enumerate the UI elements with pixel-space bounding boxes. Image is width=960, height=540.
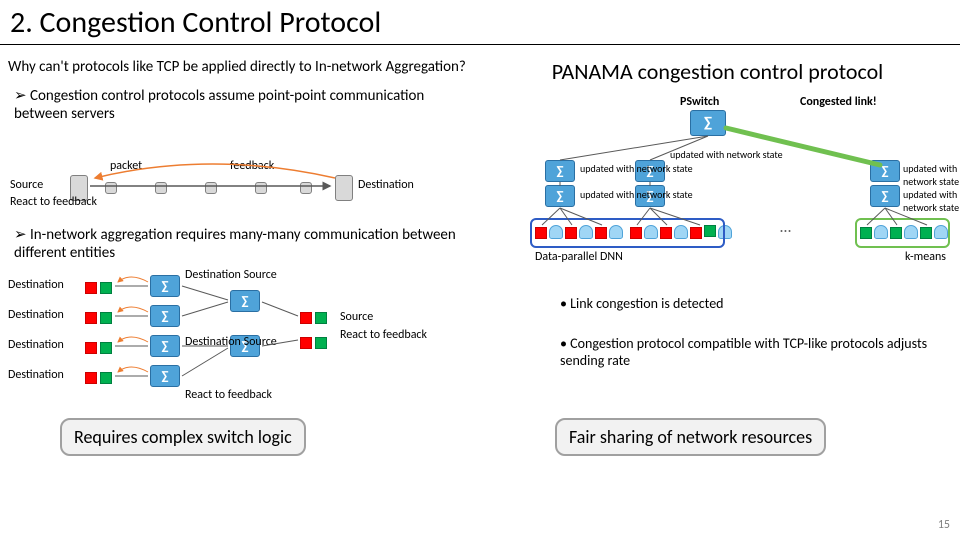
green-r2 bbox=[315, 335, 327, 354]
left-column: Why can't protocols like TCP be applied … bbox=[8, 58, 470, 127]
bullet-2: In-network aggregation requires many-man… bbox=[14, 225, 463, 262]
svg-text:…: … bbox=[780, 218, 791, 237]
updated-3: updated with network state bbox=[903, 162, 960, 188]
right-bullet-2: Congestion protocol compatible with TCP-… bbox=[560, 335, 950, 369]
pswitch-top: ∑ bbox=[690, 110, 726, 136]
switch-l1: ∑ bbox=[150, 275, 180, 297]
packet-dot-3 bbox=[205, 180, 217, 199]
switch-l2: ∑ bbox=[150, 305, 180, 327]
red-2 bbox=[85, 310, 97, 329]
red-4 bbox=[85, 370, 97, 389]
page-number: 15 bbox=[938, 518, 950, 532]
kmeans-grouping bbox=[855, 218, 950, 248]
switch-l4: ∑ bbox=[150, 365, 180, 387]
bullet-2-wrap: In-network aggregation requires many-man… bbox=[8, 225, 463, 266]
left-question: Why can't protocols like TCP be applied … bbox=[8, 58, 470, 76]
slide-title: 2. Congestion Control Protocol bbox=[10, 4, 381, 41]
dest-label-r1: Destination bbox=[8, 278, 64, 292]
source-label-right: Source bbox=[340, 310, 373, 324]
updated-2: updated with network state bbox=[580, 188, 693, 201]
react-label-1: React to feedback bbox=[10, 195, 97, 209]
source-label: Source bbox=[10, 178, 43, 192]
packet-label: packet bbox=[110, 155, 142, 174]
switch-m1: ∑ bbox=[230, 290, 260, 312]
dest-label-r4: Destination bbox=[8, 368, 64, 382]
left-summary-box: Requires complex switch logic bbox=[60, 418, 306, 456]
switch-t2-3: ∑ bbox=[870, 160, 900, 182]
red-r1 bbox=[300, 310, 312, 329]
dest-node bbox=[335, 175, 353, 206]
congested-label: Congested link! bbox=[800, 95, 877, 109]
pswitch-label: PSwitch bbox=[680, 95, 719, 109]
react-label-2: React to feedback bbox=[340, 328, 427, 342]
dest-label-r3: Destination bbox=[8, 338, 64, 352]
destination-label-main: Destination bbox=[358, 178, 414, 192]
green-r1 bbox=[315, 310, 327, 329]
packet-dot-5 bbox=[300, 180, 312, 199]
switch-t2-1: ∑ bbox=[545, 160, 575, 182]
right-bullet-1: Link congestion is detected bbox=[560, 295, 940, 312]
green-2 bbox=[100, 310, 112, 329]
packet-dot-4 bbox=[255, 180, 267, 199]
right-summary: Fair sharing of network resources bbox=[555, 418, 826, 456]
red-3 bbox=[85, 340, 97, 359]
green-4 bbox=[100, 370, 112, 389]
packet-dot-1 bbox=[105, 180, 117, 199]
updated-1: updated with network state bbox=[580, 162, 693, 175]
react-label-3: React to feedback bbox=[185, 388, 272, 402]
left-summary: Requires complex switch logic bbox=[60, 418, 306, 456]
green-1 bbox=[100, 280, 112, 299]
dest-src-overlay-2: Destination Source bbox=[185, 335, 277, 349]
bullet-1: Congestion control protocols assume poin… bbox=[14, 86, 470, 123]
dest-src-overlay-1: Destination Source bbox=[185, 268, 277, 282]
right-title: PANAMA congestion control protocol bbox=[480, 58, 955, 85]
updated-top: updated with network state bbox=[670, 148, 783, 161]
switch-l3: ∑ bbox=[150, 335, 180, 357]
green-3 bbox=[100, 340, 112, 359]
title-underline bbox=[0, 44, 960, 45]
red-1 bbox=[85, 280, 97, 299]
packet-dot-2 bbox=[155, 180, 167, 199]
switch-t3-1: ∑ bbox=[545, 185, 575, 207]
kmeans-label: k-means bbox=[905, 250, 946, 264]
red-r2 bbox=[300, 335, 312, 354]
dnn-grouping bbox=[530, 218, 725, 248]
switch-t3-3: ∑ bbox=[870, 185, 900, 207]
feedback-label: feedback bbox=[230, 155, 274, 174]
updated-4essions: updated with network state bbox=[903, 188, 960, 214]
right-summary-box: Fair sharing of network resources bbox=[555, 418, 826, 456]
dnn-label: Data-parallel DNN bbox=[535, 250, 623, 264]
dest-label-r2: Destination bbox=[8, 308, 64, 322]
